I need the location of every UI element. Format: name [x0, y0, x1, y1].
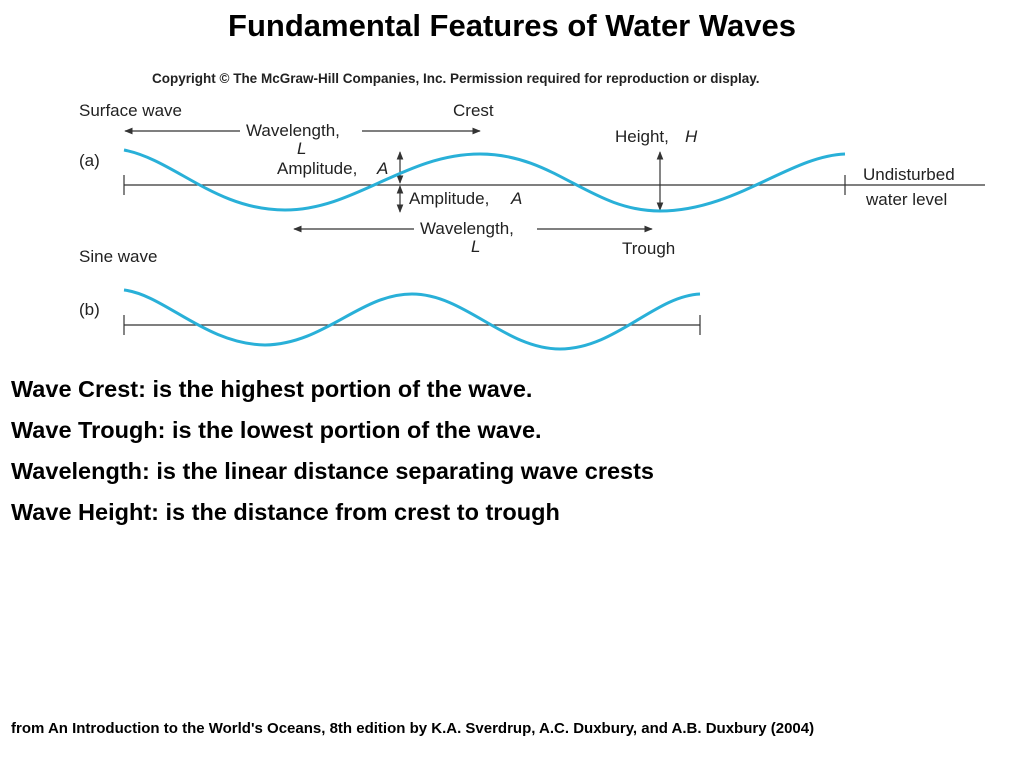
slide-title: Fundamental Features of Water Waves: [228, 8, 796, 43]
amplitude-lower-symbol: A: [510, 189, 522, 208]
panel-b-tag: (b): [79, 300, 100, 319]
amplitude-upper-label: Amplitude,: [277, 159, 357, 178]
height-symbol: H: [685, 127, 698, 146]
crest-label: Crest: [453, 101, 494, 120]
trough-label: Trough: [622, 239, 675, 258]
definition-wave-crest: Wave Crest: is the highest portion of th…: [11, 376, 533, 402]
surface-wave-curve: [123, 148, 846, 213]
wave-diagram: Copyright © The McGraw-Hill Companies, I…: [79, 71, 985, 351]
surface-wave-heading: Surface wave: [79, 101, 182, 120]
definition-list: Wave Crest: is the highest portion of th…: [11, 369, 654, 533]
bottom-wavelength-label: Wavelength,: [420, 219, 514, 238]
amplitude-upper-symbol: A: [376, 159, 388, 178]
undisturbed-label-line2: water level: [865, 190, 947, 209]
top-wavelength-symbol: L: [297, 139, 306, 158]
sine-wave-curve: [123, 288, 701, 351]
definition-wave-height: Wave Height: is the distance from crest …: [11, 499, 560, 525]
height-label: Height,: [615, 127, 669, 146]
bottom-wavelength-symbol: L: [471, 237, 480, 256]
copyright-notice: Copyright © The McGraw-Hill Companies, I…: [152, 71, 760, 86]
amplitude-lower-label: Amplitude,: [409, 189, 489, 208]
panel-a-tag: (a): [79, 151, 100, 170]
undisturbed-label-line1: Undisturbed: [863, 165, 955, 184]
top-wavelength-label: Wavelength,: [246, 121, 340, 140]
sine-wave-heading: Sine wave: [79, 247, 157, 266]
definition-wave-trough: Wave Trough: is the lowest portion of th…: [11, 417, 542, 443]
definition-wavelength: Wavelength: is the linear distance separ…: [11, 458, 655, 484]
source-citation: from An Introduction to the World's Ocea…: [11, 720, 815, 737]
